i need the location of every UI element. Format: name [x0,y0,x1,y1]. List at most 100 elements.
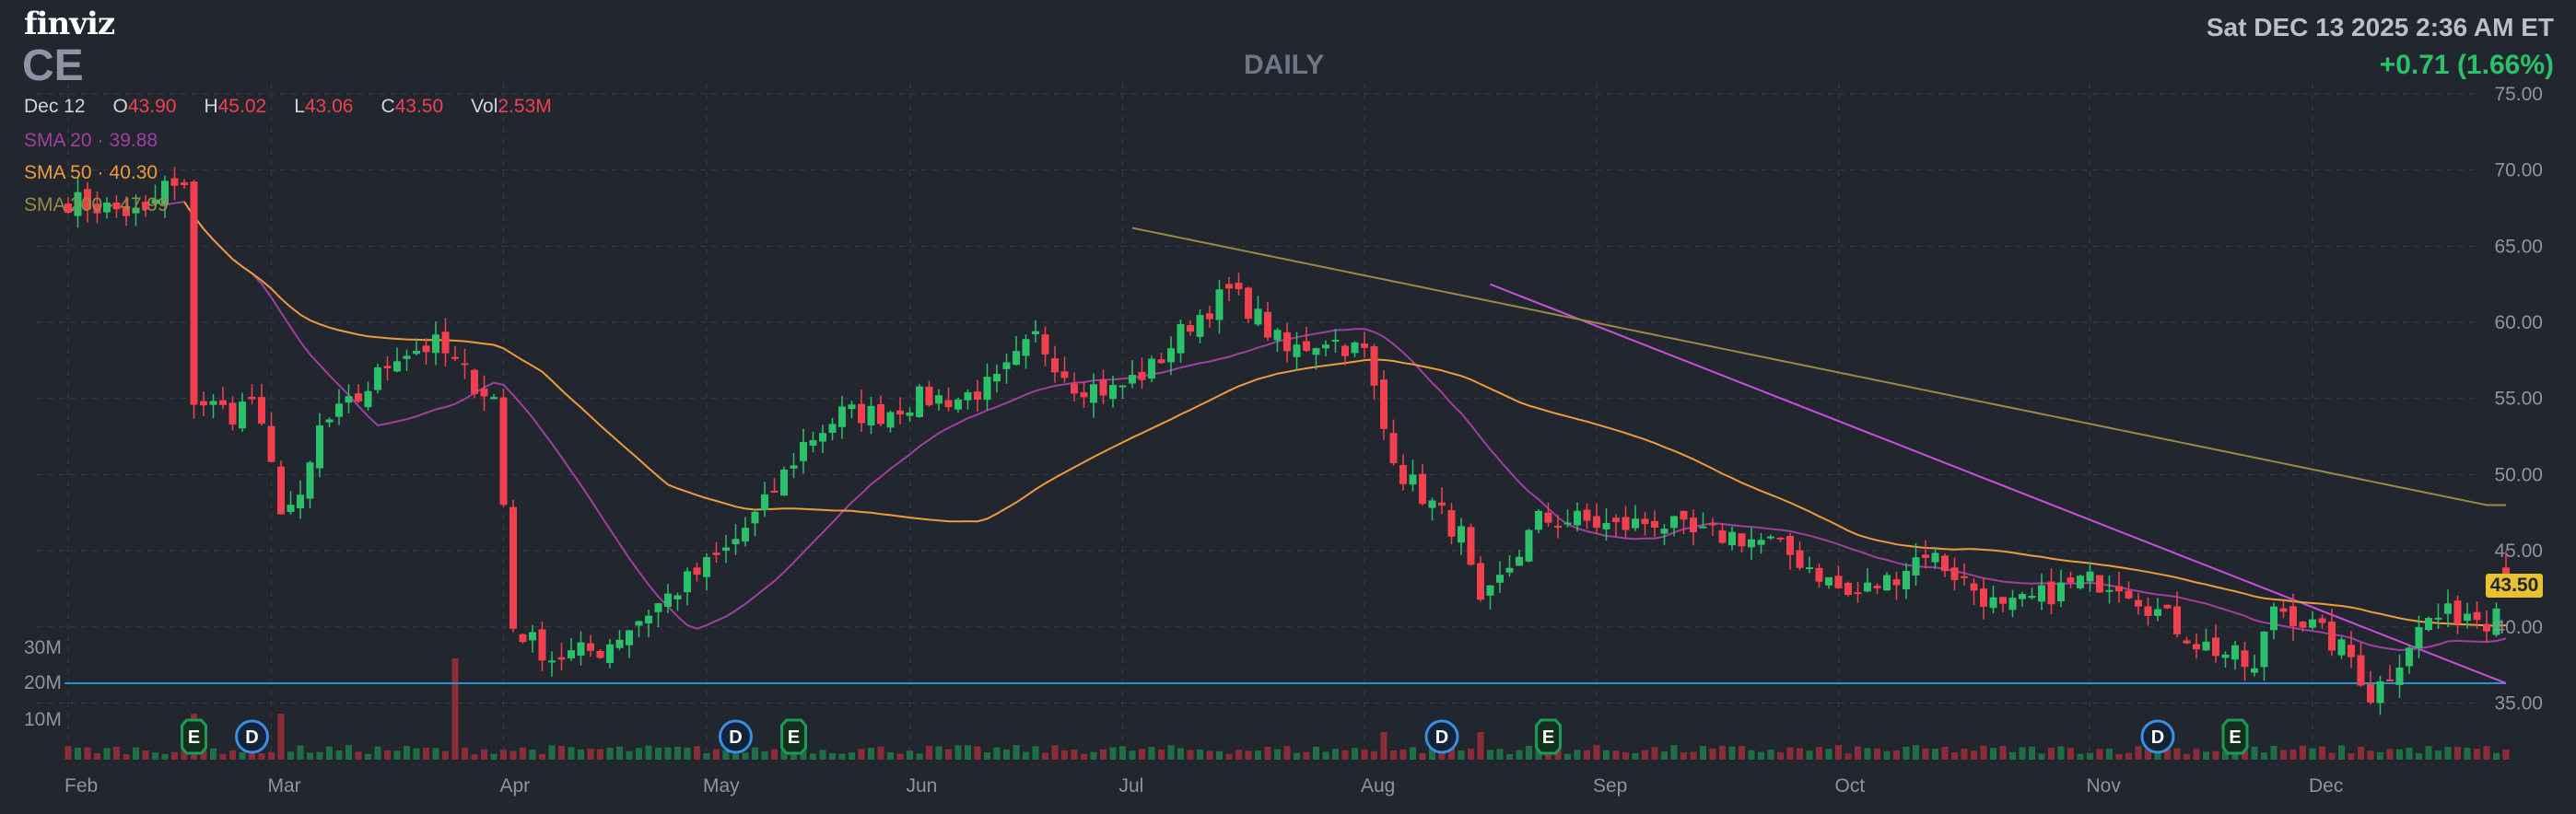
volume-bar [2270,745,2277,760]
volume-bar [2222,750,2229,760]
dividend-marker[interactable]: D [2140,719,2175,754]
volume-bar [2029,746,2035,760]
candle-body [838,406,846,427]
candle-body [1245,287,1252,320]
volume-bar [1139,749,1145,760]
ohlc-date: Dec 12 [24,96,86,117]
volume-bar [307,752,313,760]
volume-bar [1448,745,1455,760]
candle-body [770,490,779,493]
candle-body [1989,597,1997,609]
volume-bar [2367,750,2374,760]
candle-body [2019,594,2026,599]
volume-bar [2300,745,2306,760]
volume-bar [1109,747,1117,760]
reference-lines [64,283,2507,684]
earnings-marker[interactable]: E [780,718,807,755]
volume-bar [171,751,178,760]
candle-body [1690,517,1697,533]
volume-bar [2396,749,2403,760]
volume-bar [2009,751,2016,760]
earnings-marker[interactable]: E [181,718,207,755]
dividend-badge [719,719,753,754]
candle-body [2057,582,2065,601]
candle-body [2067,577,2075,583]
volume-bar [1864,748,1871,760]
volume-bar [1496,749,1504,760]
candle-body [1912,557,1920,576]
volume-bar [413,748,420,760]
candle-body [1738,533,1746,547]
candle-body [1283,331,1291,352]
volume-bar [877,746,884,760]
volume-bar [1642,750,1648,760]
candle-body [287,505,295,512]
volume-bar [548,745,556,760]
candle-body [1999,597,2007,604]
sma200-legend[interactable]: SMA 200 · 47.99 [24,194,169,215]
volume-bar [945,749,952,760]
candle-body [1748,539,1755,548]
candle-body [577,642,585,656]
volume-bar [2386,749,2394,760]
volume-bar [451,658,459,760]
volume-bar [587,749,594,760]
volume-bar [2358,747,2364,760]
volume-bar [993,747,1001,760]
candle-body [2483,623,2490,632]
candle-body [1389,433,1398,463]
volume-bar [1361,749,1368,760]
candle-body [1341,345,1349,356]
volume-bar [1410,747,1416,760]
ohlc-high: H45.02 [204,96,266,118]
candle-body [732,539,740,545]
candle-body [1254,308,1262,325]
candle-body [519,634,527,643]
candlesticks [64,167,2510,715]
dividend-marker[interactable]: D [235,719,269,754]
candle-body [2008,598,2017,610]
sma50-legend[interactable]: SMA 50 · 40.30 [24,162,158,183]
candle-body [993,374,1001,382]
candle-body [2328,622,2336,651]
sma20-legend[interactable]: SMA 20 · 39.88 [24,130,158,151]
volume-bar [1835,745,1842,760]
candle-body [2337,639,2346,656]
candle-body [1303,341,1310,352]
dividend-marker[interactable]: D [1424,719,1459,754]
volume-bar [1603,750,1610,760]
candle-body [742,528,749,542]
earnings-marker[interactable]: E [1535,718,1562,755]
earnings-marker[interactable]: E [2221,718,2249,755]
candle-body [964,392,972,401]
volume-bar [1419,752,1426,760]
candle-body [2367,684,2374,703]
candle-body [1670,516,1678,529]
volume-tick-label: 30M [24,637,62,658]
dividend-marker[interactable]: D [719,719,753,754]
volume-bar [2164,749,2171,760]
candle-body [896,410,904,415]
ohlc-open: O43.90 [113,96,177,118]
candle-body [2241,650,2249,668]
volume-bar [1206,750,1213,760]
candle-body [1138,371,1146,380]
sma20-value: 39.88 [109,130,158,151]
volume-bar [113,746,120,760]
candle-body [209,401,217,405]
volume-tick-label: 20M [24,672,62,693]
finviz-logo[interactable]: finviz [24,6,115,42]
volume-bar [1709,748,1716,760]
volume-bar [722,750,730,760]
volume-bar [1584,750,1590,760]
candle-body [297,494,304,508]
candle-body [1709,523,1716,526]
volume-bar [1893,750,1900,760]
timeframe-label: DAILY [1244,50,1325,80]
candle-body [1458,526,1465,543]
candle-body [132,207,140,214]
earnings-badge [2221,718,2249,755]
volume-bar [2154,752,2161,760]
volume-bar [1303,751,1310,760]
